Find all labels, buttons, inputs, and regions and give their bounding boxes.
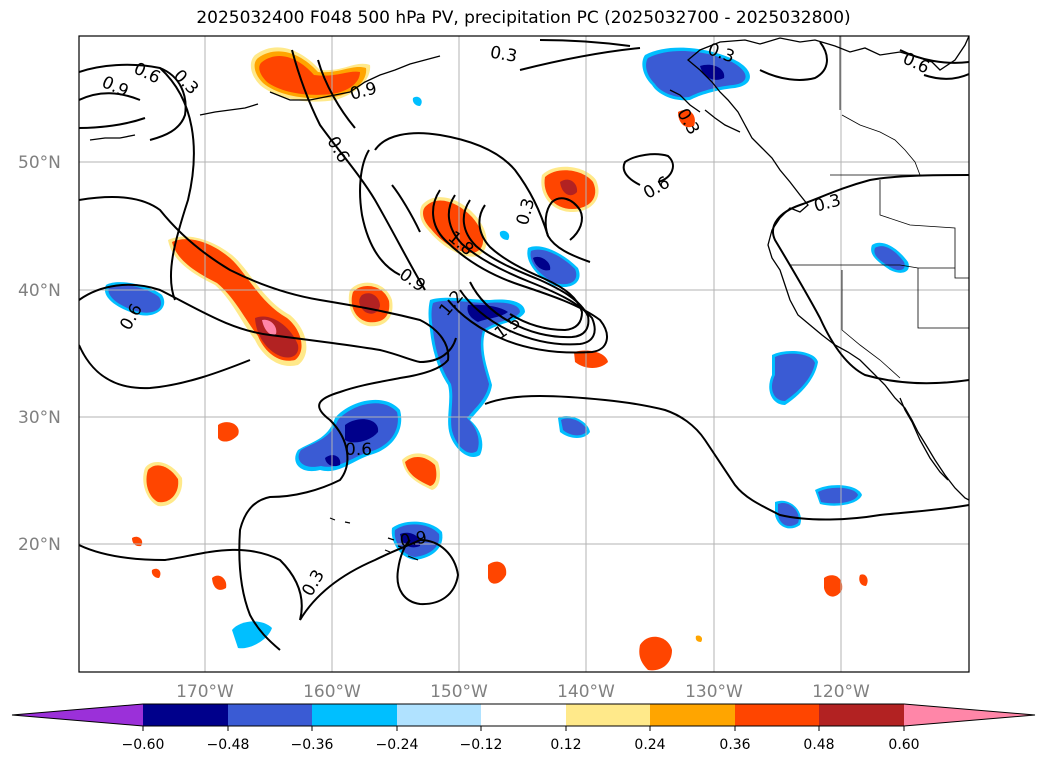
contour-label: 0.3 — [672, 105, 703, 138]
positive-precip-blob — [132, 109, 868, 671]
negative-precip-blob — [871, 242, 909, 273]
colorbar-segment — [228, 704, 312, 726]
contour-label: 0.3 — [812, 190, 843, 216]
negative-precip-blob — [769, 350, 818, 405]
contour-label: 0.6 — [345, 440, 372, 460]
colorbar-segment — [650, 704, 735, 726]
lon-label-120w: 120°W — [812, 682, 870, 702]
colorbar-tick-label: 0.12 — [550, 737, 581, 753]
colorbar: −0.60 −0.48 −0.36 −0.24 −0.12 0.12 0.24 … — [11, 703, 1036, 753]
contour-label: 0.9 — [398, 528, 428, 552]
colorbar-tick-label: −0.48 — [207, 737, 250, 753]
colorbar-tick-label: −0.60 — [122, 737, 165, 753]
colorbar-tick-label: 0.48 — [803, 737, 834, 753]
graticule — [79, 36, 969, 672]
negative-precip-blob — [642, 47, 750, 101]
positive-precip-blob — [168, 236, 307, 366]
colorbar-extend-low — [12, 704, 143, 726]
longitude-labels: 170°W 160°W 150°W 140°W 130°W 120°W — [176, 682, 870, 702]
positive-precip-blob — [348, 282, 393, 327]
colorbar-tick-label: 0.24 — [634, 737, 665, 753]
positive-precip-blob — [143, 462, 183, 507]
colorbar-segment — [819, 704, 904, 726]
lat-label-20n: 20°N — [18, 535, 61, 555]
colorbar-segment — [566, 704, 650, 726]
negative-precip-blob — [295, 399, 402, 472]
colorbar-segment — [143, 704, 228, 726]
lon-label-170w: 170°W — [176, 682, 234, 702]
contour-label: 0.3 — [298, 566, 329, 599]
country-borders — [790, 36, 969, 379]
colorbar-tick-label: −0.36 — [291, 737, 334, 753]
colorbar-segment — [312, 704, 397, 726]
negative-precip-blob — [104, 96, 862, 649]
contour-label: 0.3 — [513, 196, 539, 227]
contour-label: 0.3 — [169, 66, 202, 99]
pv-contour-labels: 0.9 0.6 0.3 0.3 0.9 0.6 0.3 0.6 0.3 0.6 … — [99, 39, 933, 599]
lat-label-50n: 50°N — [18, 153, 61, 173]
positive-precip-blob — [420, 197, 487, 257]
map-title: 2025032400 F048 500 hPa PV, precipitatio… — [196, 8, 851, 28]
lon-label-140w: 140°W — [557, 682, 615, 702]
lat-label-30n: 30°N — [18, 408, 61, 428]
colorbar-segment — [481, 704, 566, 726]
positive-precip-blob — [402, 453, 440, 490]
colorbar-tick-label: 0.36 — [719, 737, 750, 753]
lon-label-130w: 130°W — [685, 682, 743, 702]
contour-label: 0.9 — [395, 265, 429, 297]
contour-label: 0.3 — [488, 43, 518, 67]
colorbar-tick-label: −0.12 — [460, 737, 503, 753]
colorbar-segment — [735, 704, 819, 726]
lon-label-150w: 150°W — [430, 682, 488, 702]
positive-precip-blob — [250, 47, 371, 102]
colorbar-extend-high — [904, 704, 1035, 726]
latitude-labels: 50°N 40°N 30°N 20°N — [18, 153, 61, 555]
colorbar-segment — [397, 704, 481, 726]
colorbar-tick-label: −0.24 — [376, 737, 419, 753]
negative-precip-blob — [527, 246, 580, 288]
map-frame — [78, 35, 970, 673]
colorbar-tick-label: 0.60 — [888, 737, 919, 753]
precipitation-shading — [104, 47, 909, 671]
lon-label-160w: 160°W — [303, 682, 361, 702]
contour-label: 0.9 — [99, 72, 132, 102]
contour-label: 0.6 — [130, 59, 163, 89]
pv-contours — [79, 39, 969, 651]
lat-label-40n: 40°N — [18, 281, 61, 301]
